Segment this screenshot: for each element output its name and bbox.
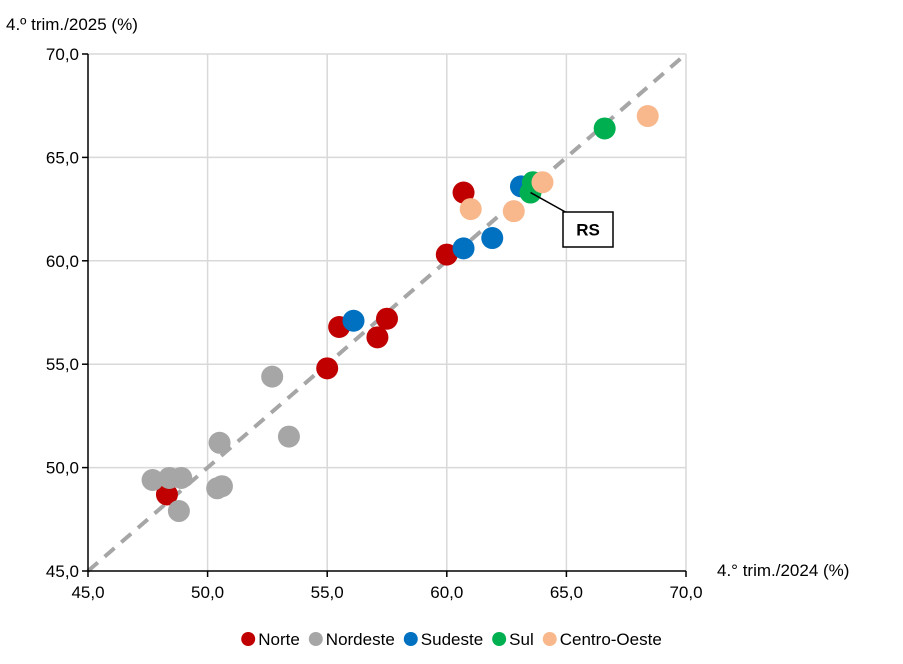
legend-marker bbox=[492, 632, 507, 646]
data-point bbox=[277, 425, 300, 448]
y-tick-label: 60,0 bbox=[46, 252, 79, 271]
data-point bbox=[481, 227, 504, 250]
data-points bbox=[141, 105, 659, 523]
y-tick-label: 65,0 bbox=[46, 148, 79, 167]
data-point bbox=[452, 181, 475, 204]
legend: Norte Nordeste Sudeste Sul Centro-Oeste bbox=[241, 630, 662, 649]
annotation-box bbox=[562, 211, 614, 248]
annotations: RS bbox=[530, 191, 614, 248]
y-tick-label: 50,0 bbox=[46, 459, 79, 478]
y-tick-label: 70,0 bbox=[46, 45, 79, 64]
legend-label: Nordeste bbox=[326, 630, 395, 649]
axes: 45,0 50,0 55,0 60,0 65,0 70,0 45,0 50,0 55,0 60,0… bbox=[46, 45, 703, 602]
data-point bbox=[502, 200, 525, 223]
legend-marker bbox=[241, 632, 256, 646]
annotation-label: RS bbox=[576, 221, 600, 240]
x-tick-label: 60,0 bbox=[430, 583, 463, 602]
data-point bbox=[531, 171, 554, 194]
data-point bbox=[636, 105, 659, 128]
data-point bbox=[366, 326, 389, 349]
data-point bbox=[167, 500, 190, 523]
legend-label: Sul bbox=[509, 630, 534, 649]
legend-marker bbox=[308, 632, 323, 646]
legend-label: Norte bbox=[258, 630, 300, 649]
data-point bbox=[170, 466, 193, 489]
legend-label: Sudeste bbox=[421, 630, 483, 649]
y-tick-label: 45,0 bbox=[46, 562, 79, 581]
y-tick-label: 55,0 bbox=[46, 355, 79, 374]
data-point bbox=[342, 309, 365, 332]
x-tick-label: 55,0 bbox=[311, 583, 344, 602]
x-tick-label: 65,0 bbox=[550, 583, 583, 602]
data-point bbox=[210, 475, 233, 498]
data-point bbox=[593, 117, 616, 140]
legend-label: Centro-Oeste bbox=[560, 630, 662, 649]
data-point bbox=[435, 243, 458, 266]
x-tick-label: 70,0 bbox=[669, 583, 702, 602]
data-point bbox=[141, 469, 164, 492]
data-point bbox=[459, 198, 482, 221]
legend-marker bbox=[403, 632, 418, 646]
x-tick-label: 50,0 bbox=[191, 583, 224, 602]
annotation-leader bbox=[530, 191, 570, 215]
y-axis-title: 4.º trim./2025 (%) bbox=[6, 15, 138, 34]
data-point bbox=[316, 357, 339, 380]
data-point bbox=[376, 307, 398, 330]
data-point bbox=[155, 483, 178, 506]
data-point bbox=[452, 237, 475, 260]
x-axis-title: 4.° trim./2024 (%) bbox=[717, 561, 849, 580]
x-tick-label: 45,0 bbox=[71, 583, 104, 602]
data-point bbox=[261, 365, 284, 388]
grid-lines bbox=[88, 53, 687, 571]
data-point bbox=[208, 431, 231, 454]
legend-marker bbox=[542, 632, 557, 646]
